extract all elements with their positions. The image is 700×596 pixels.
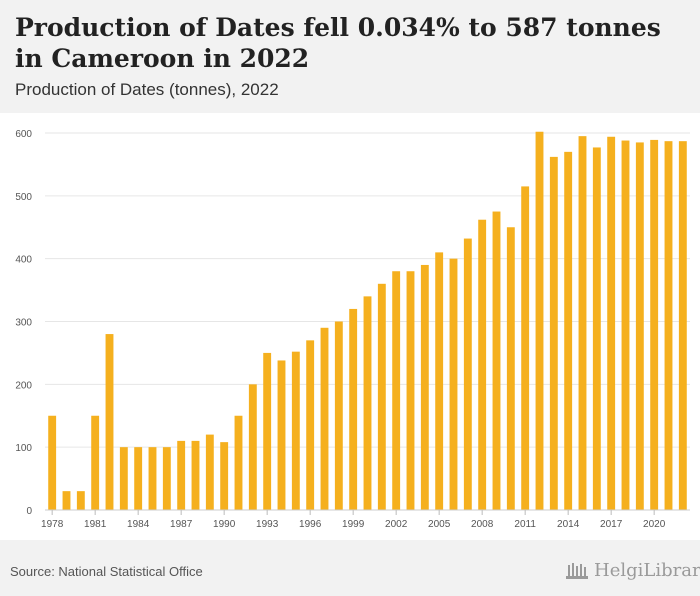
library-building-icon (566, 562, 588, 579)
x-tick-label: 1978 (41, 519, 64, 530)
bar-2022[interactable] (678, 141, 687, 510)
bar-2016[interactable] (592, 147, 601, 510)
bar-2019[interactable] (635, 142, 644, 511)
x-tick-label: 2020 (643, 519, 666, 530)
bar-2000[interactable] (363, 296, 372, 510)
bar-2013[interactable] (549, 156, 558, 511)
bar-1992[interactable] (248, 384, 257, 510)
bar-1998[interactable] (334, 321, 343, 511)
bar-1994[interactable] (277, 360, 286, 510)
bar-2005[interactable] (435, 252, 444, 510)
logo-text: HelgiLibrary (594, 560, 700, 581)
bar-2012[interactable] (535, 131, 544, 510)
bar-1988[interactable] (191, 440, 200, 510)
y-tick-label: 200 (15, 380, 32, 391)
bar-1986[interactable] (162, 447, 171, 510)
bar-2015[interactable] (578, 136, 587, 510)
y-tick-label: 500 (15, 192, 32, 203)
x-tick-label: 1993 (256, 519, 279, 530)
bar-2001[interactable] (377, 283, 386, 510)
y-tick-label: 300 (15, 318, 32, 329)
x-tick-label: 1984 (127, 519, 150, 530)
bar-1985[interactable] (148, 447, 157, 510)
bar-1981[interactable] (91, 415, 100, 510)
x-tick-label: 2008 (471, 519, 494, 530)
bar-2002[interactable] (392, 271, 401, 510)
y-tick-label: 400 (15, 255, 32, 266)
bar-1983[interactable] (119, 447, 128, 510)
bar-2018[interactable] (621, 140, 630, 510)
bar-1990[interactable] (220, 442, 229, 510)
bar-1999[interactable] (349, 308, 358, 510)
y-tick-label: 600 (15, 129, 32, 140)
x-tick-label: 2011 (514, 519, 536, 530)
bar-1996[interactable] (306, 340, 315, 510)
bar-1979[interactable] (62, 491, 71, 510)
x-tick-label: 2005 (428, 519, 451, 530)
source-note: Source: National Statistical Office (10, 564, 203, 579)
helgilibrary-logo[interactable]: HelgiLibrary (566, 560, 700, 581)
bar-2010[interactable] (506, 227, 515, 510)
bar-1978[interactable] (48, 415, 57, 510)
y-tick-label: 100 (15, 443, 32, 454)
bar-2006[interactable] (449, 258, 458, 510)
bar-1982[interactable] (105, 334, 114, 510)
chart-area: 0 100 200 300 400 500 600 1978 1981 1984 1987 1990 1… (0, 113, 700, 540)
bar-2008[interactable] (478, 219, 487, 510)
bar-2017[interactable] (607, 136, 616, 510)
bar-2009[interactable] (492, 211, 501, 510)
bar-1989[interactable] (205, 434, 214, 510)
chart-subtitle: Production of Dates (tonnes), 2022 (15, 80, 279, 99)
bar-2014[interactable] (564, 151, 573, 510)
bar-1987[interactable] (177, 440, 186, 510)
x-tick-label: 1996 (299, 519, 322, 530)
x-tick-label: 2002 (385, 519, 408, 530)
bar-1995[interactable] (291, 351, 300, 510)
x-tick-label: 1981 (84, 519, 107, 530)
x-tick-label: 1990 (213, 519, 236, 530)
bar-2011[interactable] (521, 186, 530, 510)
bar-1993[interactable] (263, 352, 272, 510)
bar-2021[interactable] (664, 141, 673, 510)
x-tick-label: 2017 (600, 519, 623, 530)
x-tick-label: 1999 (342, 519, 365, 530)
bar-1991[interactable] (234, 415, 243, 510)
bar-2003[interactable] (406, 271, 415, 510)
bar-2004[interactable] (420, 264, 429, 510)
bar-chart: 0 100 200 300 400 500 600 1978 1981 1984 1987 1990 1… (15, 129, 690, 530)
x-tick-label: 1987 (170, 519, 193, 530)
chart-title: Production of Dates fell 0.034% to 587 t… (15, 13, 661, 73)
y-tick-label: 0 (26, 506, 32, 517)
x-tick-label: 2014 (557, 519, 580, 530)
bar-2007[interactable] (463, 238, 472, 510)
bar-1997[interactable] (320, 327, 329, 510)
bar-2020[interactable] (650, 139, 659, 510)
bar-1984[interactable] (134, 447, 143, 510)
bar-1980[interactable] (76, 491, 85, 510)
